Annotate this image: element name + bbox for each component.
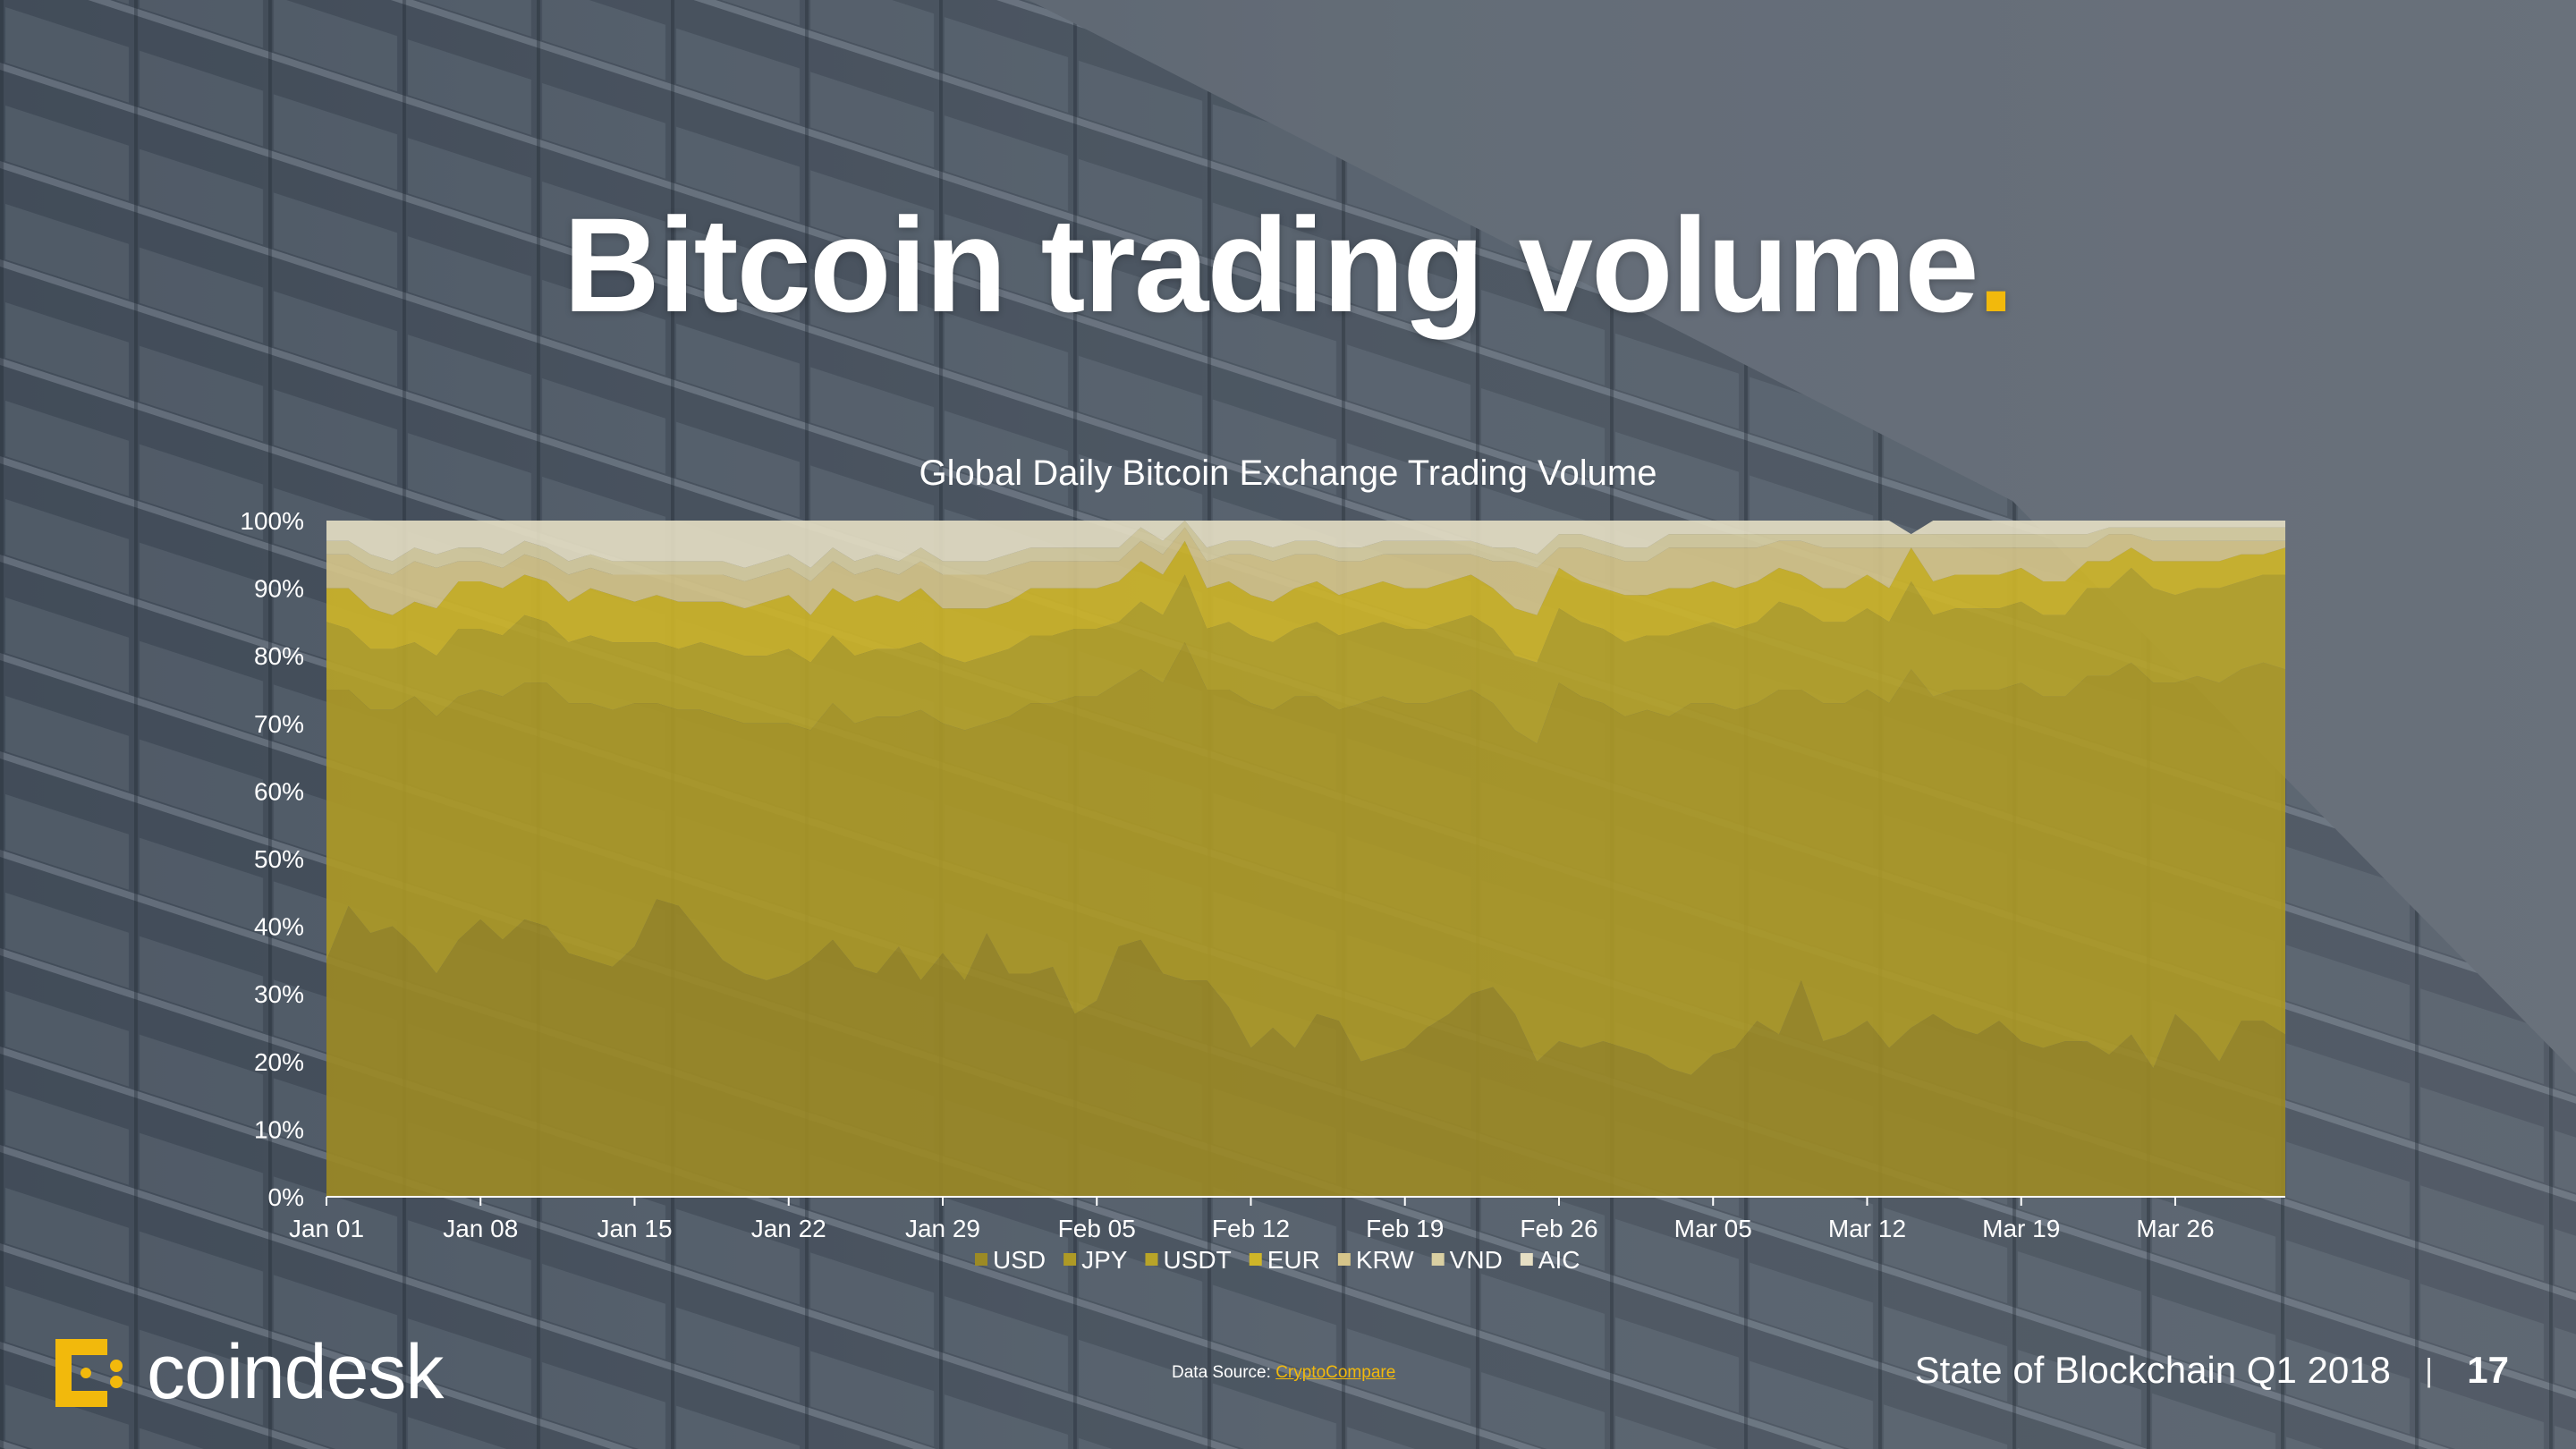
area-series-usd — [326, 899, 2285, 1197]
x-tick-label: Feb 05 — [1058, 1215, 1136, 1242]
x-tick-label: Feb 12 — [1212, 1215, 1290, 1242]
chart-axes: 0% 10% 20% 30% 40% 50% 60% 70% 80% 90% 100% Jan 01 J… — [240, 507, 2285, 1242]
legend-label-vnd[interactable]: VND — [1450, 1246, 1503, 1274]
y-tick-label: 80% — [254, 642, 304, 670]
x-tick-label: Mar 19 — [1982, 1215, 2060, 1242]
area-series-krw — [326, 527, 2285, 615]
legend-label-usd[interactable]: USD — [993, 1246, 1046, 1274]
legend-swatch-aic — [1520, 1253, 1533, 1266]
legend-swatch-vnd — [1431, 1253, 1445, 1266]
legend-label-aic[interactable]: AIC — [1538, 1246, 1580, 1274]
footer-right: State of Blockchain Q1 2018 | 17 — [1915, 1349, 2509, 1392]
y-tick-label: 0% — [268, 1183, 304, 1211]
legend-label-usdt[interactable]: USDT — [1163, 1246, 1231, 1274]
area-series-jpy — [326, 642, 2285, 1075]
x-tick-label: Mar 05 — [1674, 1215, 1752, 1242]
chart-areas — [326, 521, 2285, 1197]
logo-wordmark: coindesk — [147, 1329, 444, 1415]
coindesk-logo-icon — [55, 1338, 123, 1407]
footer-separator: | — [2424, 1352, 2434, 1388]
data-source-label: Data Source: — [1172, 1363, 1271, 1382]
x-tick-label: Mar 26 — [2136, 1215, 2214, 1242]
chart-title: Global Daily Bitcoin Exchange Trading Vo… — [919, 453, 1657, 493]
legend-swatch-usd — [975, 1253, 987, 1266]
x-tick-label: Jan 15 — [597, 1215, 672, 1242]
x-tick-label: Mar 12 — [1828, 1215, 1906, 1242]
coindesk-logo[interactable]: coindesk — [45, 1328, 444, 1417]
legend-swatch-jpy — [1063, 1253, 1077, 1266]
data-source-link[interactable]: CryptoCompare — [1275, 1363, 1396, 1382]
y-tick-label: 100% — [240, 507, 304, 535]
y-tick-label: 10% — [254, 1115, 304, 1143]
y-tick-label: 60% — [254, 777, 304, 805]
slide-title: Bitcoin trading volume. — [0, 188, 2576, 343]
slide-title-text: Bitcoin trading volume — [563, 190, 1979, 340]
legend-swatch-krw — [1337, 1253, 1351, 1266]
legend-label-eur[interactable]: EUR — [1267, 1246, 1320, 1274]
y-tick-label: 90% — [254, 575, 304, 603]
x-tick-label: Feb 19 — [1366, 1215, 1444, 1242]
area-series-aic — [326, 521, 2285, 568]
y-tick-label: 40% — [254, 913, 304, 941]
area-series-eur — [326, 540, 2285, 663]
report-name: State of Blockchain Q1 2018 — [1914, 1349, 2391, 1391]
x-tick-label: Jan 29 — [905, 1215, 980, 1242]
y-tick-label: 20% — [254, 1048, 304, 1076]
title-accent-dot: . — [1977, 190, 2015, 340]
legend-label-jpy[interactable]: JPY — [1081, 1246, 1128, 1274]
y-tick-label: 30% — [254, 980, 304, 1008]
x-tick-label: Jan 08 — [443, 1215, 518, 1242]
legend-swatch-usdt — [1145, 1253, 1158, 1266]
legend-swatch-eur — [1249, 1253, 1262, 1266]
area-series-usdt — [326, 567, 2285, 744]
x-tick-label: Jan 01 — [289, 1215, 364, 1242]
x-tick-label: Jan 22 — [751, 1215, 826, 1242]
y-tick-label: 70% — [254, 710, 304, 738]
x-tick-label: Feb 26 — [1520, 1215, 1597, 1242]
data-source: Data Source: CryptoCompare — [1172, 1363, 1395, 1383]
chart-legend: USD JPY USDT EUR KRW VND AIC — [975, 1246, 1580, 1274]
area-series-vnd — [326, 521, 2285, 581]
y-tick-label: 50% — [254, 845, 304, 873]
legend-label-krw[interactable]: KRW — [1356, 1246, 1414, 1274]
page-number: 17 — [2467, 1349, 2509, 1391]
